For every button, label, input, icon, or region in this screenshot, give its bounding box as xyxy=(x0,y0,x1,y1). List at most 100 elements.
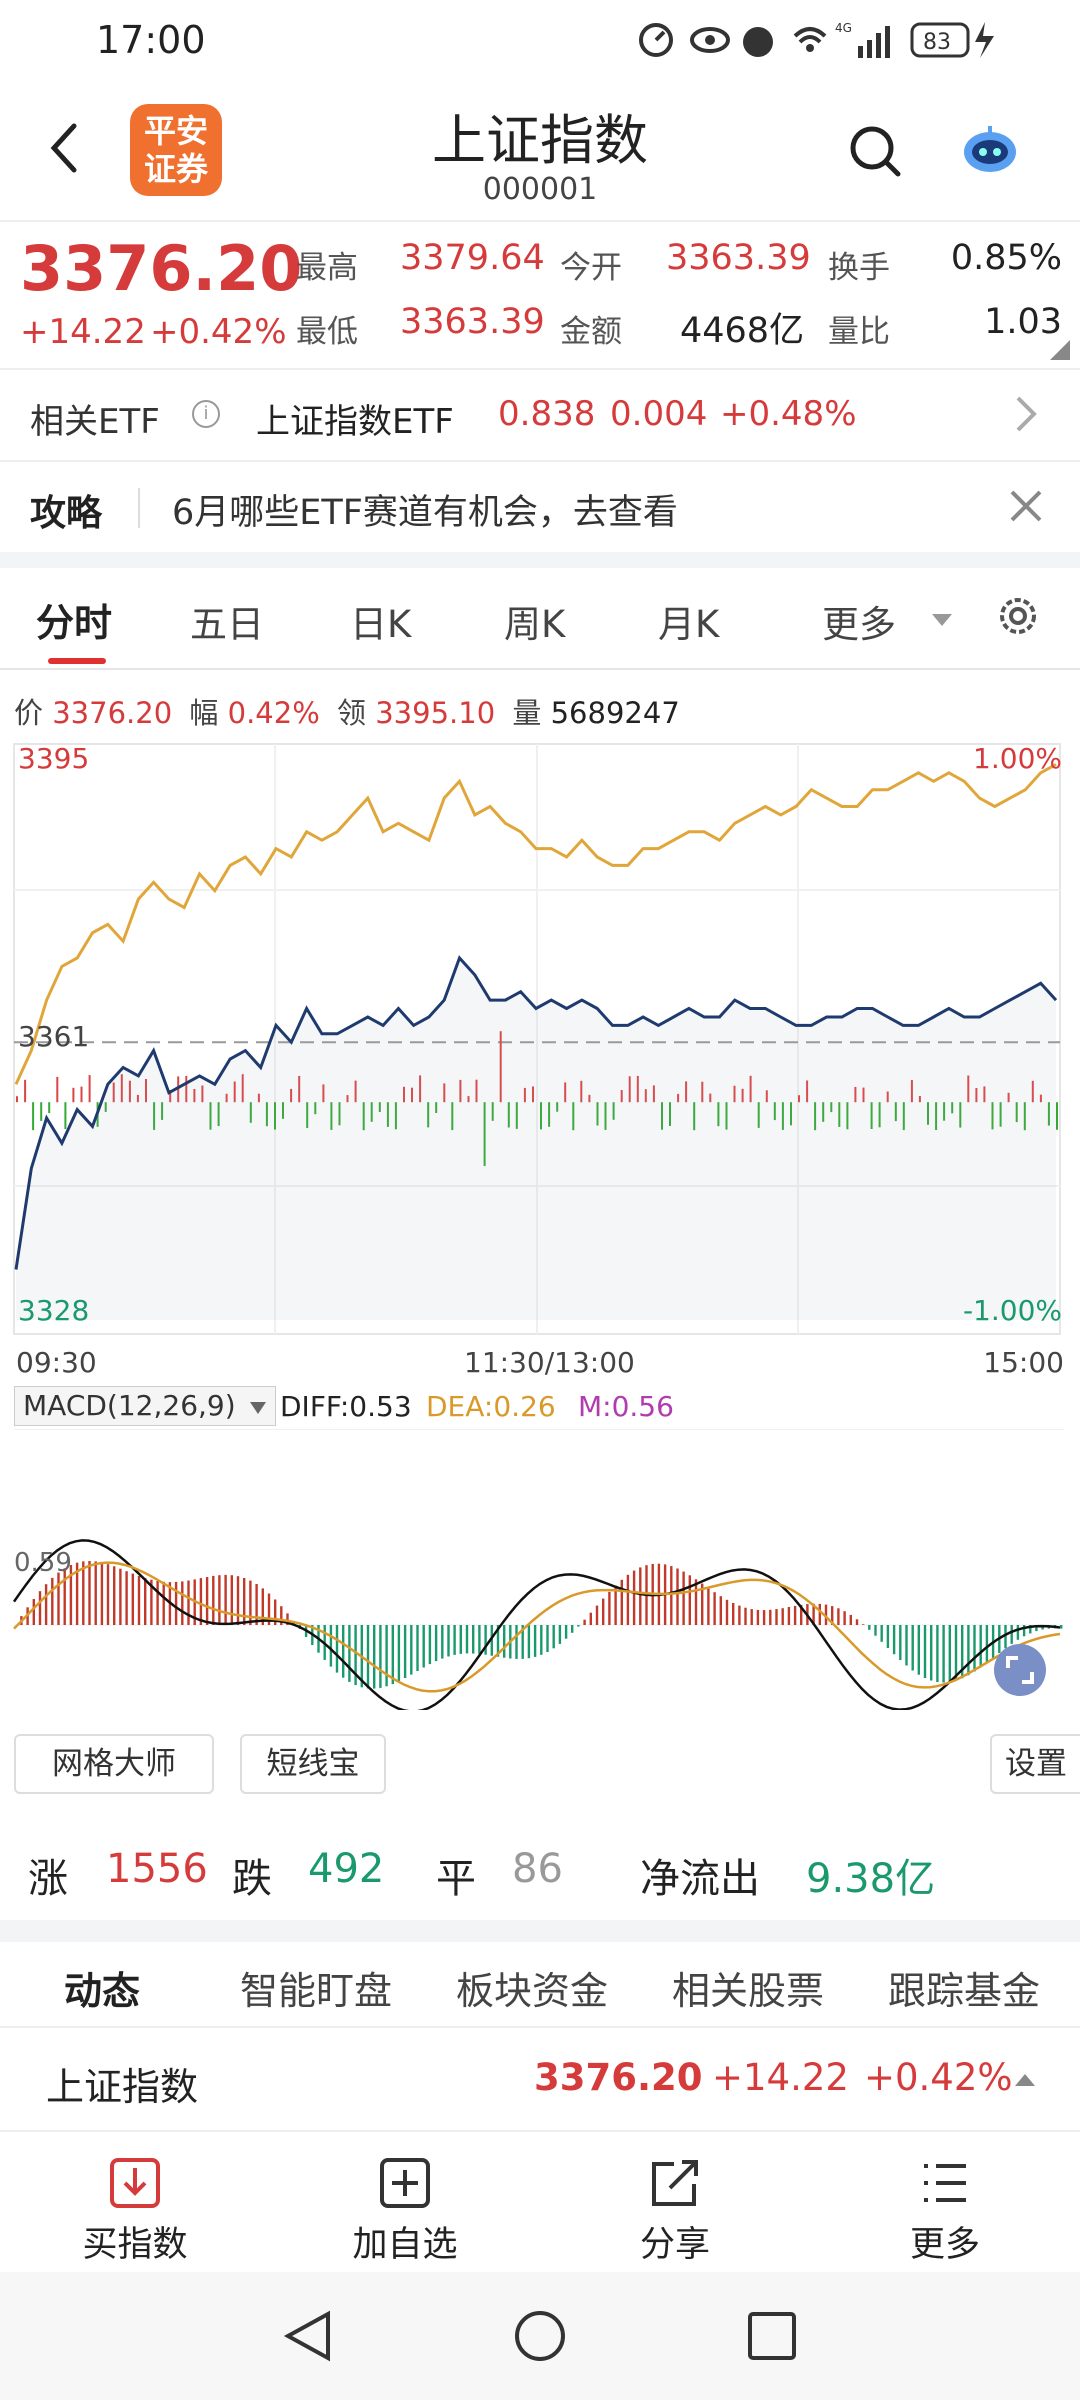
share-button[interactable]: 分享 xyxy=(600,2156,750,2266)
volume-bar xyxy=(902,1102,905,1131)
macd-bar xyxy=(540,1625,543,1655)
info-vol: 5689247 xyxy=(550,696,680,730)
volume-bar xyxy=(556,1102,559,1112)
short-line-button[interactable]: 短线宝 xyxy=(240,1734,386,1794)
collapse-up-icon[interactable] xyxy=(1014,2072,1036,2088)
tab-five-day[interactable]: 五日 xyxy=(190,603,264,646)
tab-smart-watch[interactable]: 智能盯盘 xyxy=(240,1969,393,2013)
tab-intraday[interactable]: 分时 xyxy=(36,601,113,645)
time-start: 09:30 xyxy=(16,1346,97,1379)
nav-recents-icon[interactable] xyxy=(744,2308,800,2364)
volume-bar xyxy=(814,1102,817,1131)
volume-bar xyxy=(515,1102,518,1129)
volume-bar xyxy=(40,1102,43,1121)
volume-bar xyxy=(64,1102,67,1129)
volume-bar xyxy=(967,1075,970,1103)
macd-bar xyxy=(688,1575,691,1625)
dropdown-arrow-icon[interactable] xyxy=(930,612,954,628)
macd-bar xyxy=(94,1561,97,1625)
macd-bar xyxy=(459,1625,462,1654)
volume-bar xyxy=(604,1102,607,1130)
add-watchlist-button[interactable]: 加自选 xyxy=(330,2156,480,2266)
tools-settings-button[interactable]: 设置 xyxy=(990,1734,1080,1794)
volume-bar xyxy=(669,1102,671,1126)
macd-bar xyxy=(744,1607,747,1625)
info-icon[interactable]: i xyxy=(192,400,220,428)
close-icon[interactable] xyxy=(1006,486,1046,526)
expand-corner-icon[interactable] xyxy=(1050,340,1070,360)
info-price: 3376.20 xyxy=(52,696,173,730)
tab-tracking-funds[interactable]: 跟踪基金 xyxy=(888,1969,1041,2013)
macd-bar xyxy=(917,1625,920,1675)
macd-axis-value: 0.59 xyxy=(14,1548,72,1578)
chevron-right-icon[interactable] xyxy=(1010,392,1040,436)
macd-bar xyxy=(100,1562,104,1625)
macd-chart[interactable]: 0.59 xyxy=(0,1430,1080,1710)
turnover-value: 0.85% xyxy=(950,238,1062,278)
macd-bar xyxy=(447,1625,450,1657)
info-lead-label: 领 xyxy=(336,696,366,730)
macd-bar xyxy=(1022,1625,1026,1637)
volume-bar xyxy=(1015,1102,1018,1123)
macd-bar xyxy=(831,1606,834,1625)
more-button[interactable]: 更多 xyxy=(870,2156,1020,2266)
back-icon[interactable] xyxy=(44,118,84,178)
tab-news[interactable]: 动态 xyxy=(64,1969,141,2013)
low-label: 最低 xyxy=(296,314,358,350)
nav-back-icon[interactable] xyxy=(280,2308,336,2364)
macd-bar xyxy=(694,1579,698,1625)
macd-bar xyxy=(410,1625,413,1675)
tab-more[interactable]: 更多 xyxy=(822,603,896,646)
volume-bar xyxy=(435,1102,438,1113)
macd-bar xyxy=(162,1581,165,1625)
macd-bar xyxy=(490,1625,493,1656)
volume-bar xyxy=(104,1102,107,1112)
macd-bar xyxy=(255,1584,258,1625)
macd-bar xyxy=(75,1562,79,1625)
volume-bar xyxy=(878,1102,881,1128)
series-line-2 xyxy=(14,763,1057,1085)
flat-label: 平 xyxy=(436,1856,476,1902)
volume-bar xyxy=(540,1102,542,1130)
search-icon[interactable] xyxy=(848,124,904,180)
macd-selector[interactable]: MACD(12,26,9) xyxy=(14,1386,276,1426)
macd-bar xyxy=(985,1625,989,1663)
macd-bar xyxy=(564,1625,568,1639)
status-icons-svg: 4G 83 xyxy=(639,21,994,58)
macd-bar xyxy=(261,1588,264,1625)
tip-banner[interactable]: 攻略 6月哪些ETF赛道有机会，去查看 xyxy=(0,462,1080,552)
grid-master-button[interactable]: 网格大师 xyxy=(14,1734,214,1794)
volume-bar xyxy=(1023,1102,1026,1131)
tab-daily-k[interactable]: 日K xyxy=(350,603,412,646)
nav-home-icon[interactable] xyxy=(512,2308,568,2364)
tab-weekly-k[interactable]: 周K xyxy=(504,603,566,646)
intraday-chart[interactable]: 3395 1.00% 3361 3328 -1.00% xyxy=(0,740,1080,1340)
index-summary-row[interactable]: 上证指数 3376.20 +14.22 +0.42% xyxy=(0,2028,1080,2128)
buy-index-button[interactable]: 买指数 xyxy=(60,2156,210,2266)
tab-monthly-k[interactable]: 月K xyxy=(658,603,720,646)
macd-bar xyxy=(434,1625,438,1662)
series-area xyxy=(16,958,1056,1320)
volume-bar xyxy=(1047,1102,1050,1126)
macd-bar xyxy=(732,1603,735,1625)
volume-bar xyxy=(677,1093,680,1103)
volume-bar xyxy=(209,1102,212,1130)
macd-bar xyxy=(552,1625,555,1649)
macd-dropdown-icon xyxy=(249,1402,266,1414)
tab-related-stocks[interactable]: 相关股票 xyxy=(672,1969,825,2013)
fullscreen-icon[interactable] xyxy=(994,1644,1046,1696)
series-line-1 xyxy=(14,955,1058,1270)
macd-bar xyxy=(38,1591,42,1625)
time-axis: 09:30 11:30/13:00 15:00 xyxy=(0,1346,1080,1386)
low-value: 3363.39 xyxy=(400,302,545,342)
tab-sector-funds[interactable]: 板块资金 xyxy=(456,1969,609,2013)
volume-bar xyxy=(935,1102,938,1130)
etf-row[interactable]: 相关ETF i 上证指数ETF 0.838 0.004 +0.48% xyxy=(0,370,1080,460)
robot-assistant-icon[interactable] xyxy=(958,122,1022,178)
etf-label: 相关ETF xyxy=(30,402,160,442)
settings-gear-icon[interactable] xyxy=(994,592,1042,640)
macd-bar xyxy=(44,1584,48,1625)
macd-bar xyxy=(936,1625,939,1682)
buy-index-label: 买指数 xyxy=(82,2225,188,2265)
macd-bar xyxy=(911,1625,914,1671)
